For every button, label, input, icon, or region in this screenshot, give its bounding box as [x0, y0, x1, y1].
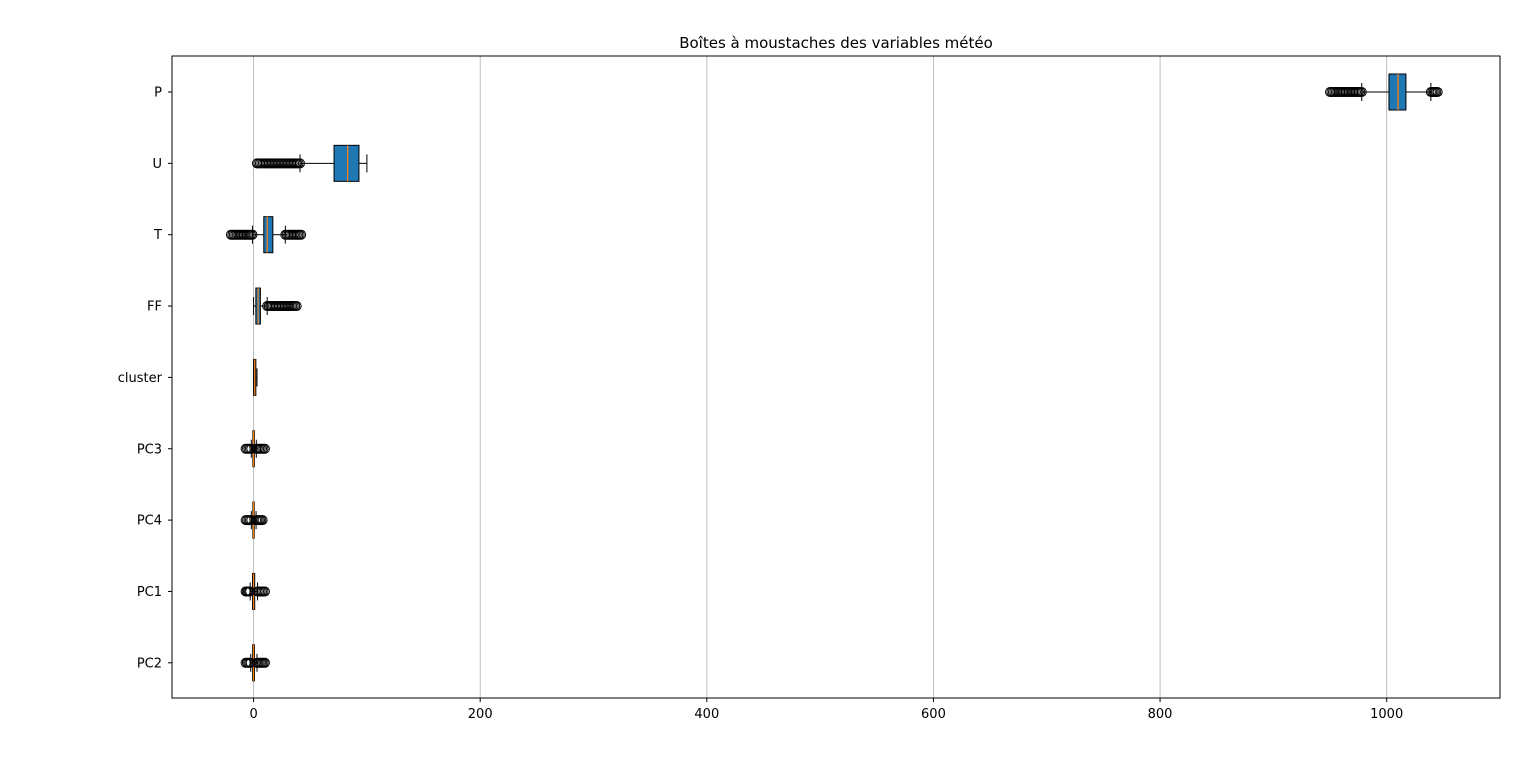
box-T	[263, 216, 274, 254]
y-tick-label: cluster	[118, 371, 163, 386]
x-tick-label: 600	[921, 707, 946, 722]
outlier-point	[295, 158, 306, 169]
x-tick-label: 1000	[1370, 707, 1403, 722]
plot-frame	[171, 55, 1501, 699]
x-tick-label: 800	[1148, 707, 1173, 722]
y-tick-label: PC2	[137, 656, 162, 671]
x-tick-label: 0	[249, 707, 257, 722]
y-axis: P U T FF cluster PC3 PC4 PC1 PC2	[118, 86, 172, 671]
x-tick-label: 200	[468, 707, 493, 722]
y-tick-label: P	[154, 86, 162, 101]
y-tick-label: T	[153, 228, 162, 243]
y-tick-label: U	[152, 157, 162, 172]
outlier-point	[259, 586, 270, 597]
y-tick-label: PC3	[137, 442, 162, 457]
y-tick-label: PC1	[137, 585, 162, 600]
gridlines	[253, 56, 1388, 698]
x-axis: 0 200 400 600 800 1000	[249, 698, 1403, 722]
outlier-point	[259, 657, 270, 668]
chart-title: Boîtes à moustaches des variables météo	[679, 34, 993, 52]
y-tick-label: FF	[147, 300, 162, 315]
box-U	[333, 144, 360, 182]
outlier-point	[247, 229, 258, 240]
outlier-point	[1432, 87, 1443, 97]
outlier-point	[257, 515, 268, 526]
outlier-point	[296, 229, 307, 240]
outlier-point	[259, 443, 270, 454]
y-tick-label: PC4	[137, 514, 162, 529]
outlier-point	[291, 301, 302, 312]
x-tick-label: 400	[694, 707, 719, 722]
outlier-point	[1356, 87, 1367, 97]
boxes	[225, 73, 1443, 682]
